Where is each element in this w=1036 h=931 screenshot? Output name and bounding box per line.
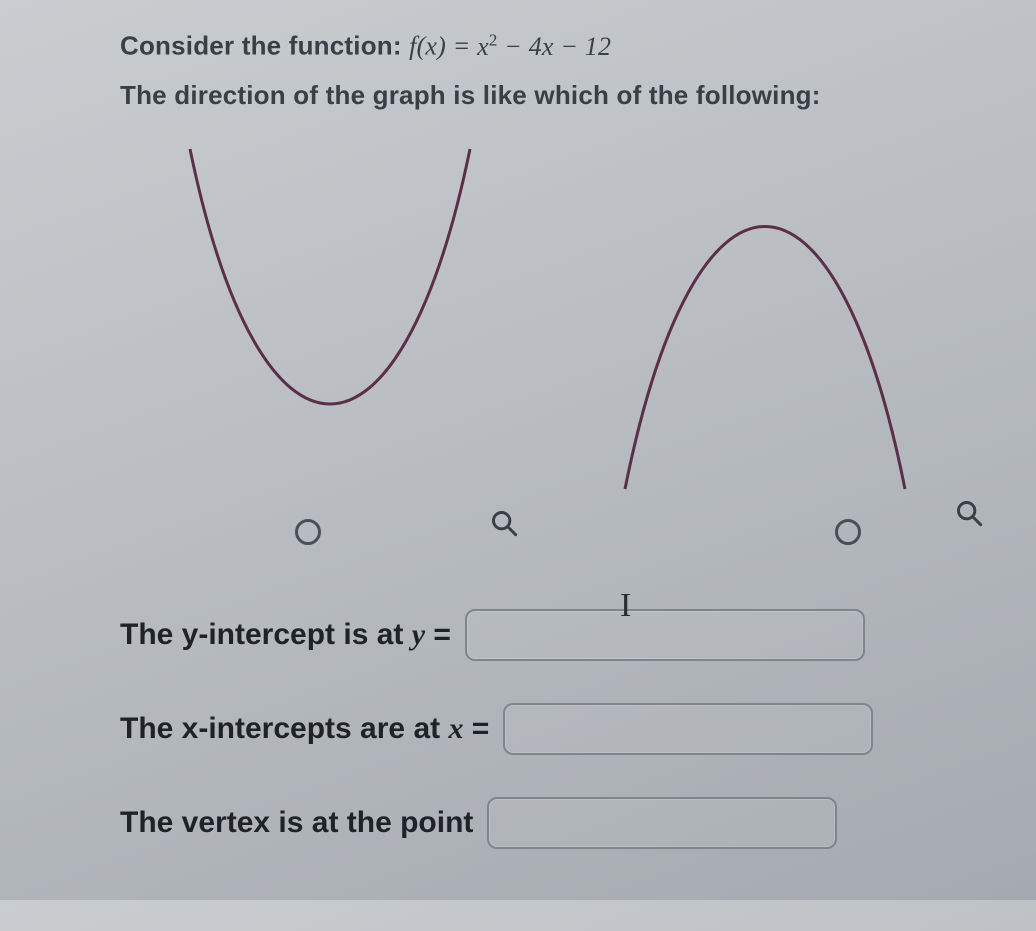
- x-intercepts-label: The x-intercepts are at x =: [120, 712, 489, 746]
- x-intercepts-row: The x-intercepts are at x =: [120, 703, 960, 755]
- prompt-prefix: Consider the function:: [120, 31, 409, 61]
- magnify-icon[interactable]: [490, 509, 518, 537]
- direction-prompt: The direction of the graph is like which…: [120, 80, 960, 111]
- option-up-parabola: [150, 129, 525, 549]
- radio-down-parabola[interactable]: [835, 519, 861, 545]
- function-prompt: Consider the function: f(x) = x2 − 4x − …: [120, 30, 960, 62]
- graph-options: [150, 129, 960, 549]
- function-expression: f(x) = x2 − 4x − 12: [409, 32, 611, 61]
- vertex-input[interactable]: [487, 797, 837, 849]
- y-intercept-input[interactable]: [465, 609, 865, 661]
- y-intercept-row: The y-intercept is at y = I: [120, 609, 960, 661]
- vertex-label: The vertex is at the point: [120, 806, 473, 840]
- radio-up-parabola[interactable]: [295, 519, 321, 545]
- x-intercepts-input[interactable]: [503, 703, 873, 755]
- up-parabola-graph: [150, 129, 510, 509]
- down-parabola-graph: [585, 129, 945, 509]
- vertex-row: The vertex is at the point: [120, 797, 960, 849]
- answer-fields: The y-intercept is at y = I The x-interc…: [120, 609, 960, 849]
- magnify-icon[interactable]: [955, 499, 983, 527]
- option-down-parabola: [585, 129, 960, 549]
- y-intercept-label: The y-intercept is at y =: [120, 618, 451, 652]
